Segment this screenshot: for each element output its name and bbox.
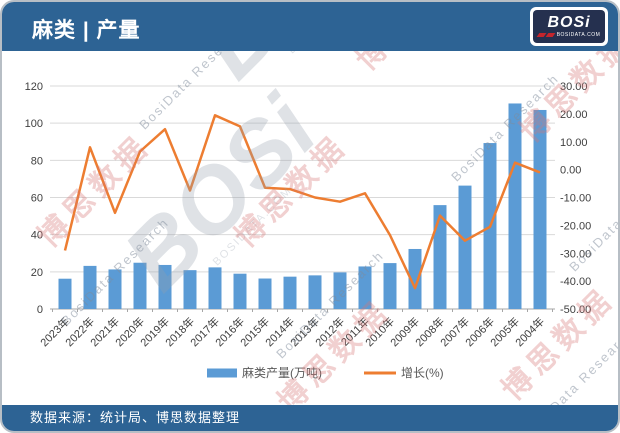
footer-bar: 数据来源：统计局、博思数据整理 [2, 405, 618, 431]
bosi-logo: BOSi BOSIDATA.COM [530, 7, 608, 46]
legend-label-line: 增长(%) [401, 366, 444, 380]
bar-2013年 [308, 275, 322, 309]
bar-2012年 [333, 272, 347, 309]
legend-swatch-bars [207, 368, 237, 378]
y-axis-label-right: -10.00 [560, 193, 591, 205]
bar-2017年 [208, 267, 222, 309]
logo-subtext: BOSIDATA.COM [556, 32, 601, 38]
bar-2021年 [108, 269, 122, 309]
y-axis-label-left: 0 [37, 304, 43, 316]
y-axis-label-right: -30.00 [560, 248, 591, 260]
chart-area: 0 20 40 60 80 100 120 30.00 20.00 10.00 0.00 -10.00… [2, 51, 618, 409]
y-axis-label-left: 40 [31, 230, 43, 242]
y-axis-label-left: 20 [31, 267, 43, 279]
y-axis-label-right: 0.00 [560, 165, 581, 177]
bar-2022年 [83, 265, 97, 309]
y-axis-label-right: -20.00 [560, 220, 591, 232]
combo-chart: 0 20 40 60 80 100 120 30.00 20.00 10.00 0.00 -10.00… [25, 81, 592, 380]
page-title: 麻类 | 产量 [32, 19, 141, 42]
logo-wordmark: BOSi [547, 14, 591, 31]
y-axis-label-left: 60 [31, 193, 43, 205]
bar-2011年 [358, 266, 372, 309]
y-axis-label-left: 120 [25, 81, 43, 93]
growth-line [63, 114, 541, 290]
bar-2019年 [158, 264, 172, 309]
y-axis-label-right: 30.00 [560, 81, 588, 93]
bar-2015年 [258, 278, 272, 309]
bar-2004年 [533, 109, 547, 309]
y-axis-label-left: 80 [31, 155, 43, 167]
bar-2023年 [58, 278, 72, 309]
bosi-logo-box: BOSi BOSIDATA.COM [533, 10, 605, 43]
bar-2016年 [233, 273, 247, 309]
y-axis-label-right: -40.00 [560, 276, 591, 288]
bar-2009年 [408, 248, 422, 309]
y-axis-label-right: 10.00 [560, 137, 588, 149]
legend-label-bars: 麻类产量(万吨) [242, 365, 322, 380]
bar-2010年 [383, 263, 397, 309]
y-axis-label-right: 20.00 [560, 109, 588, 121]
bar-2008年 [433, 205, 447, 309]
bar-2014年 [283, 276, 297, 309]
y-axis-label-right: -50.00 [560, 304, 591, 316]
bar-2020年 [133, 262, 147, 309]
header-bar: 麻类 | 产量 BOSi BOSIDATA.COM [2, 2, 618, 51]
bar-2007年 [458, 185, 472, 309]
bar-2018年 [183, 270, 197, 309]
logo-stripes-icon [536, 33, 556, 37]
bar-2005年 [508, 103, 522, 309]
y-axis-label-left: 100 [25, 118, 43, 130]
data-source-note: 数据来源：统计局、博思数据整理 [30, 410, 241, 425]
